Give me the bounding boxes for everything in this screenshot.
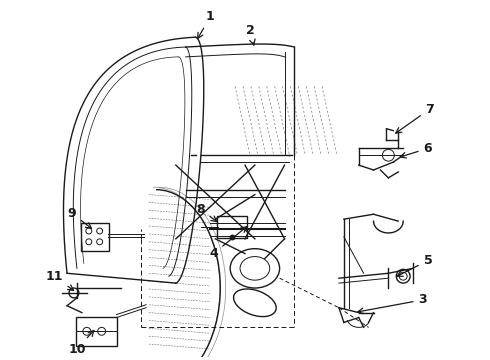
Text: 2: 2 xyxy=(245,24,255,45)
Text: 5: 5 xyxy=(397,254,432,276)
Text: 9: 9 xyxy=(68,207,92,228)
Text: 7: 7 xyxy=(396,103,434,133)
Text: 11: 11 xyxy=(46,270,74,291)
Text: 4: 4 xyxy=(209,227,246,260)
Text: 1: 1 xyxy=(197,10,215,39)
Text: 3: 3 xyxy=(358,293,427,314)
Text: 8: 8 xyxy=(196,203,217,222)
Text: 10: 10 xyxy=(68,330,94,356)
Text: 6: 6 xyxy=(400,142,432,158)
